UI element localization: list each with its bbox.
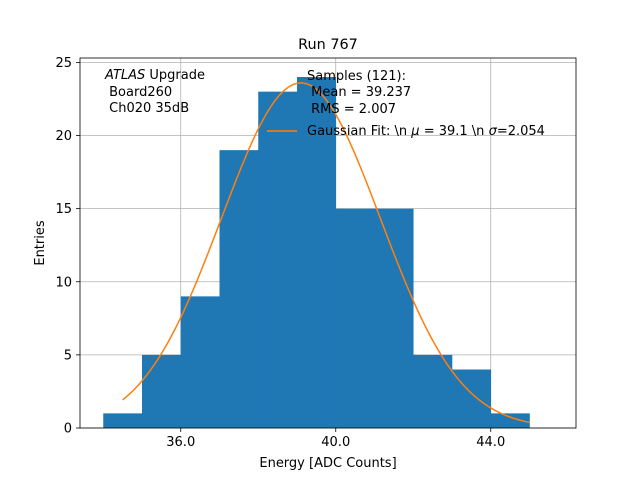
legend-samples-line-2: Mean = 39.237	[307, 85, 411, 100]
y-axis-label: Entries	[33, 220, 48, 266]
plot-frame	[79, 57, 577, 429]
gaussian-fit-curve	[122, 82, 530, 424]
x-tick-label: 44.0	[476, 435, 505, 450]
histogram-bar	[142, 354, 182, 428]
chart-title: Run 767	[298, 37, 358, 53]
histogram-bars	[103, 77, 530, 429]
histogram-bar	[103, 413, 143, 428]
legend-fit-label: Gaussian Fit: \n μ = 39.1 \n σ=2.054	[307, 124, 545, 139]
x-tick-label: 36.0	[166, 435, 195, 450]
histogram-bar	[490, 413, 530, 428]
histogram-bar	[258, 91, 298, 429]
atlas-annotation: ATLAS Upgrade Board260 Ch020 35dB	[104, 68, 205, 116]
x-tick-label: 40.0	[321, 435, 350, 450]
x-axis-label: Energy [ADC Counts]	[259, 456, 396, 471]
legend: Samples (121): Mean = 39.237 RMS = 2.007…	[267, 69, 545, 139]
histogram-bar	[335, 208, 375, 428]
histogram-bar	[297, 77, 337, 429]
y-tick-label: 0	[64, 422, 72, 437]
y-tick-label: 25	[55, 56, 72, 71]
y-tick-label: 5	[64, 348, 72, 363]
atlas-label-line-2: Board260	[105, 85, 172, 100]
legend-samples-line-1: Samples (121):	[307, 69, 406, 84]
histogram-bar	[180, 296, 220, 428]
fit-curve-group	[122, 82, 530, 424]
legend-samples-line-3: RMS = 2.007	[307, 102, 396, 117]
histogram-bar	[413, 354, 453, 428]
y-tick-label: 10	[55, 275, 72, 290]
y-tick-label: 15	[55, 202, 72, 217]
histogram-bar	[219, 150, 259, 428]
atlas-label-line-3: Ch020 35dB	[105, 101, 189, 116]
atlas-label-line-1: ATLAS Upgrade	[104, 68, 205, 83]
histogram-bar	[374, 208, 414, 428]
y-axis-ticks: 0 5 10 15 20 25	[55, 56, 80, 437]
x-axis-ticks: 36.0 40.0 44.0	[166, 428, 505, 450]
y-tick-label: 20	[55, 129, 72, 144]
